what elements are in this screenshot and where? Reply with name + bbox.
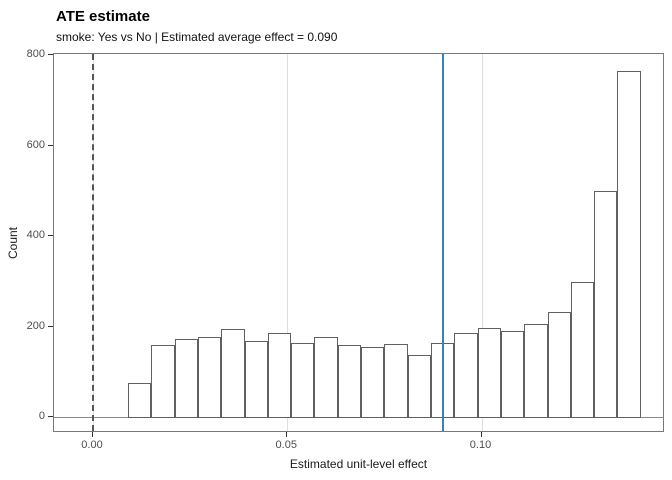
x-tick-mark [480, 432, 482, 437]
x-axis-title: Estimated unit-level effect [289, 457, 428, 471]
x-tick-label: 0.00 [81, 439, 103, 451]
histogram-bar [594, 190, 618, 418]
histogram-bar [407, 355, 431, 418]
histogram-bar [570, 282, 595, 418]
histogram-bar [197, 337, 222, 418]
x-gridline [287, 54, 289, 431]
y-tick-mark [48, 416, 53, 417]
histogram-bar [337, 344, 362, 418]
histogram-bar [267, 333, 292, 418]
y-tick-label: 200 [26, 319, 45, 332]
x-tick-label: 0.05 [275, 439, 297, 451]
y-tick-label: 0 [38, 410, 45, 422]
histogram-bar [547, 312, 571, 418]
y-tick-mark [48, 54, 53, 55]
histogram-bar [500, 331, 525, 418]
histogram-bar [524, 323, 548, 418]
y-tick-label: 800 [26, 48, 45, 60]
x-tick-mark [286, 432, 288, 437]
histogram-bar [244, 340, 268, 418]
y-axis-title: Count [6, 226, 20, 260]
y-tick-label: 400 [26, 229, 45, 241]
histogram-bar [477, 328, 501, 418]
estimated-average-effect-line [441, 54, 444, 431]
histogram-bar [221, 328, 245, 418]
y-tick-mark [48, 144, 53, 146]
histogram-bar [384, 344, 408, 418]
histogram-bar [127, 383, 152, 418]
histogram-bar [361, 346, 385, 418]
x-tick-mark [92, 432, 93, 437]
x-gridline [481, 54, 483, 431]
histogram-bar [291, 342, 315, 418]
histogram-bar [174, 339, 198, 418]
histogram-bar [454, 333, 478, 418]
chart-subtitle: smoke: Yes vs No | Estimated average eff… [56, 30, 338, 44]
histogram-bar [151, 344, 175, 418]
zero-effect-line [92, 54, 94, 431]
y-tick-mark [48, 235, 53, 236]
histogram-bar [617, 70, 641, 418]
histogram-bar [314, 336, 338, 418]
y-tick-mark [48, 325, 53, 327]
y-tick-label: 600 [26, 138, 45, 151]
chart-title: ATE estimate [56, 8, 150, 25]
x-tick-label: 0.10 [469, 439, 492, 451]
plot-panel [53, 53, 664, 432]
